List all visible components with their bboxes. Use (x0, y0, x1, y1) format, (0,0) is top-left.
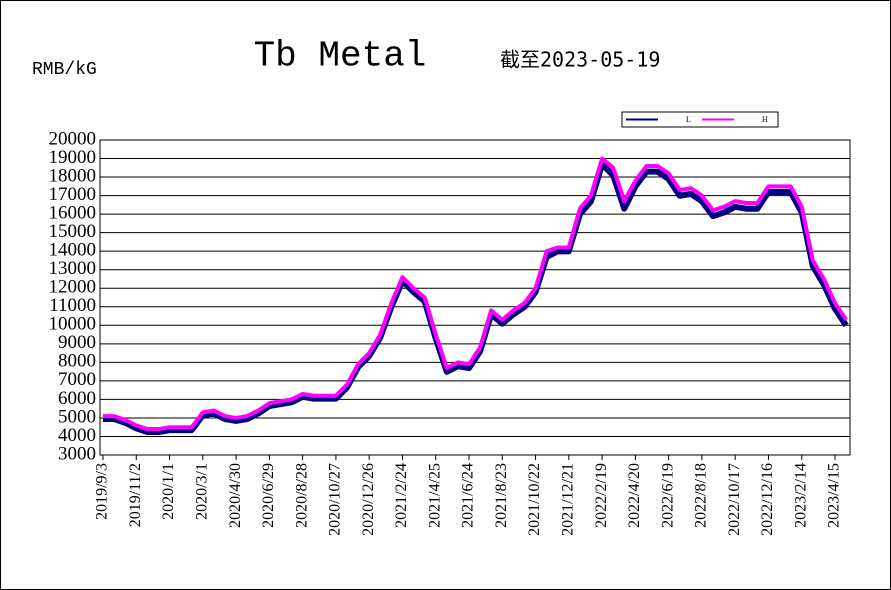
x-tick-label: 2021/8/23 (493, 463, 510, 528)
y-tick-label: 18000 (49, 165, 97, 186)
y-tick-label: 12000 (49, 277, 97, 298)
x-tick-label: 2020/3/1 (193, 463, 210, 520)
x-tick-label: 2023/4/15 (826, 463, 843, 528)
chart-title: Tb Metal (254, 36, 427, 77)
y-tick-label: 14000 (49, 240, 97, 261)
x-tick-label: 2021/6/24 (460, 463, 477, 528)
x-tick-label: 2020/6/29 (260, 463, 277, 528)
y-tick-label: 7000 (58, 369, 96, 390)
x-tick-label: 2021/12/21 (559, 463, 576, 536)
x-tick-label: 2019/11/2 (127, 463, 144, 527)
y-tick-label: 20000 (49, 128, 97, 149)
series-line (103, 156, 848, 432)
x-tick-label: 2022/2/19 (593, 463, 610, 528)
x-tick-label: 2021/4/25 (426, 463, 443, 528)
y-tick-label: 9000 (58, 332, 96, 353)
plot-area (99, 139, 851, 456)
x-tick-label: 2022/10/17 (726, 463, 743, 536)
y-tick-label: 3000 (58, 443, 96, 464)
y-tick-label: 13000 (49, 258, 97, 279)
x-tick-label: 2019/9/3 (94, 463, 111, 520)
y-tick-label: 5000 (58, 406, 96, 427)
y-tick-label: 10000 (49, 314, 97, 335)
x-tick-label: 2020/8/28 (293, 463, 310, 528)
y-tick-label: 15000 (49, 221, 97, 242)
series-line (103, 161, 849, 435)
y-tick-label: 11000 (49, 295, 96, 316)
x-tick-label: 2022/8/18 (693, 463, 710, 528)
x-tick-label: 2022/6/19 (659, 463, 676, 528)
legend (621, 111, 779, 128)
y-axis-label: RMB/kG (32, 60, 97, 80)
chart-subtitle: 截至2023-05-19 (500, 48, 660, 72)
x-tick-label: 2021/2/24 (393, 463, 410, 528)
y-tick-label: 16000 (49, 202, 97, 223)
x-tick-label: 2022/4/20 (626, 463, 643, 528)
x-tick-label: 2020/4/30 (227, 463, 244, 528)
x-tick-label: 2020/1/1 (160, 463, 177, 520)
y-tick-label: 4000 (58, 425, 96, 446)
y-tick-label: 8000 (58, 351, 96, 372)
x-tick-label: 2020/12/26 (360, 463, 377, 536)
legend-label: L (686, 115, 691, 124)
legend-label: H (762, 115, 768, 124)
y-tick-label: 17000 (49, 184, 97, 205)
y-tick-label: 6000 (58, 388, 96, 409)
x-tick-label: 2022/12/16 (759, 463, 776, 536)
y-tick-label: 19000 (49, 147, 97, 168)
x-tick-label: 2020/10/27 (327, 463, 344, 536)
x-tick-label: 2023/2/14 (792, 463, 809, 528)
x-tick-label: 2021/10/22 (526, 463, 543, 536)
